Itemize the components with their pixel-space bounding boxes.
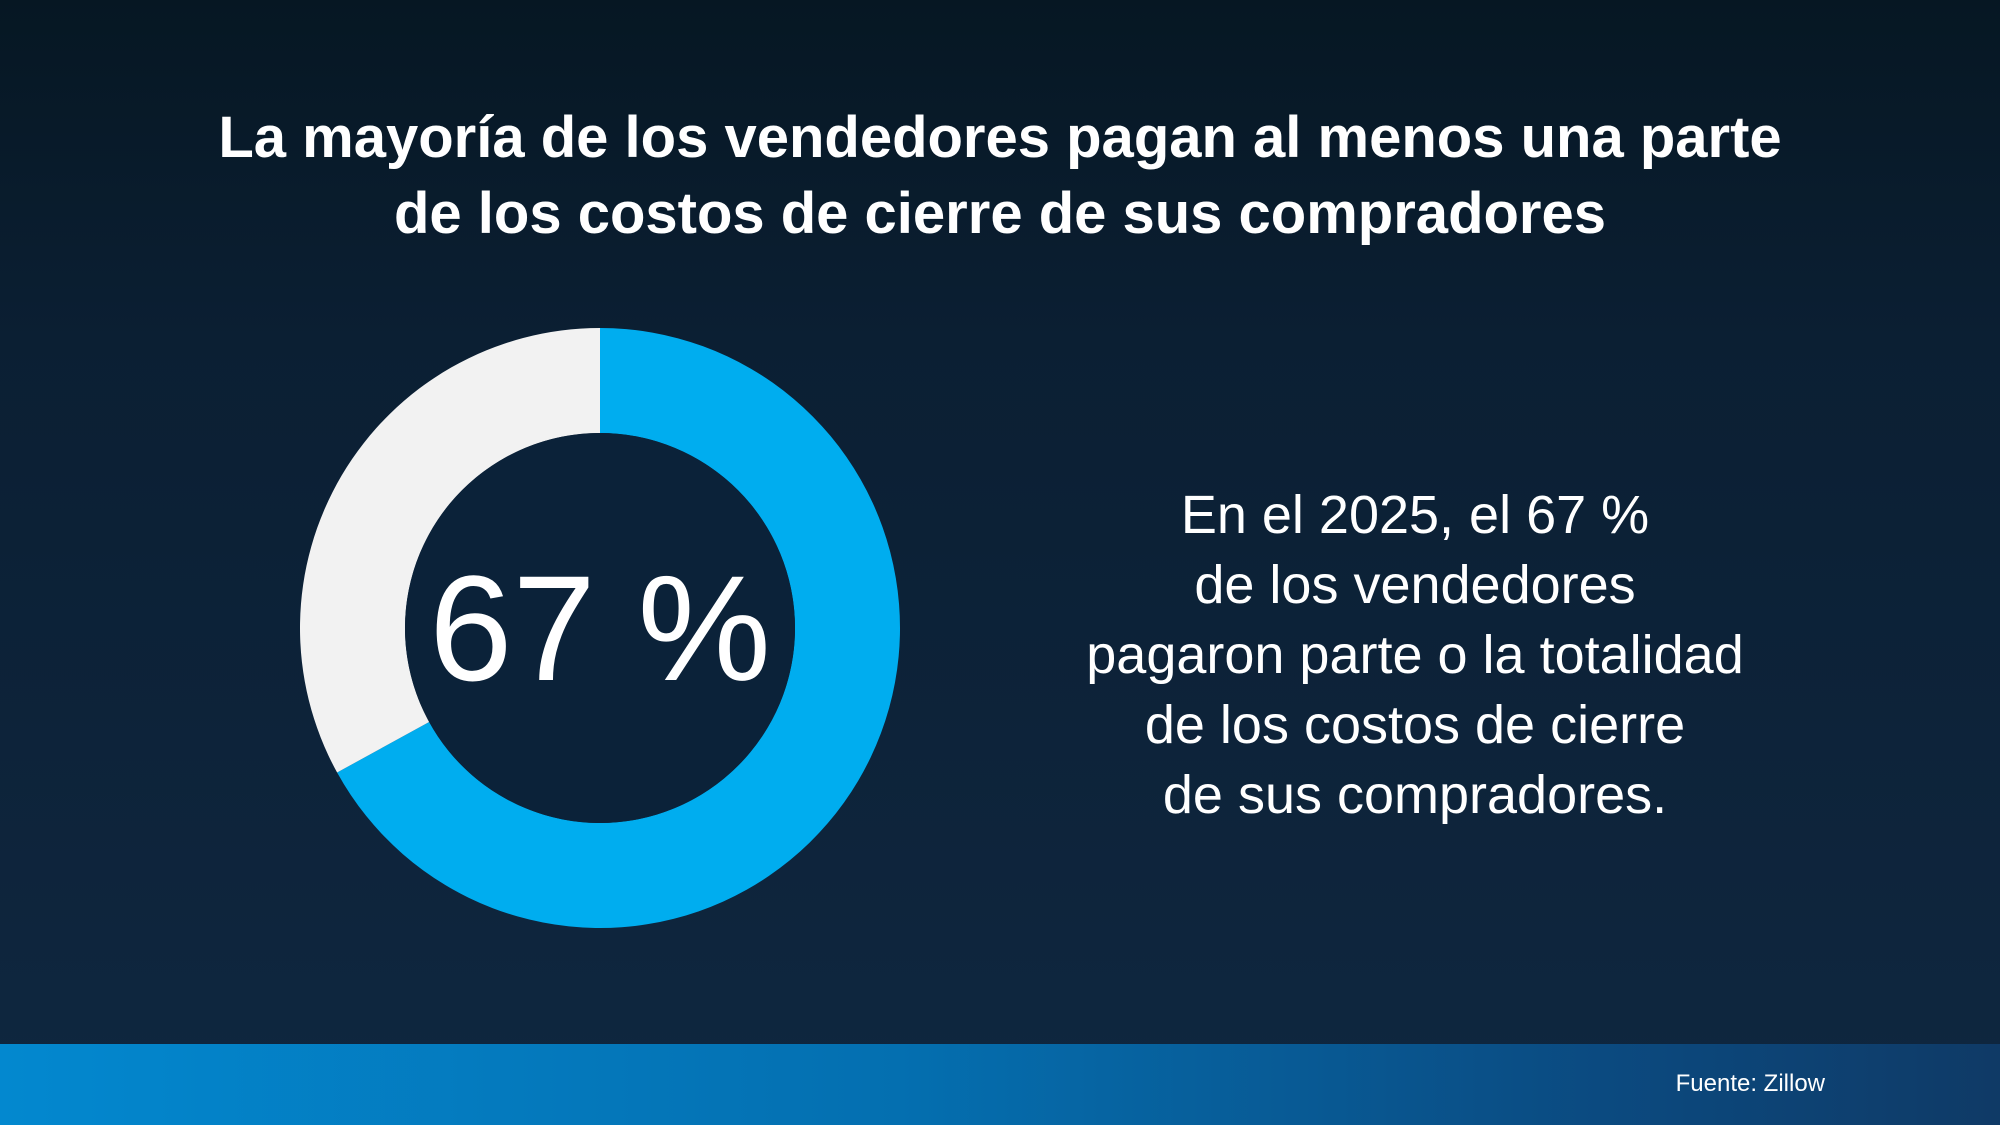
description-line-4: de los costos de cierre: [1144, 695, 1686, 755]
donut-chart: [300, 328, 900, 928]
donut-slice-primary: [337, 328, 900, 928]
description-line-3: pagaron parte o la totalidad: [1086, 625, 1744, 685]
donut-hole: [405, 433, 795, 823]
source-note: Fuente: Zillow: [1675, 1070, 1825, 1097]
description-line-1: En el 2025, el 67 %: [1180, 485, 1650, 545]
footer-bar: [0, 1044, 2000, 1125]
description-text: En el 2025, el 67 % de los vendedores pa…: [1000, 480, 1830, 830]
description-line-2: de los vendedores: [1194, 555, 1636, 615]
chart-title: La mayoría de los vendedores pagan al me…: [100, 100, 1900, 252]
description-line-5: de sus compradores.: [1162, 765, 1668, 825]
chart-title-line-1: La mayoría de los vendedores pagan al me…: [218, 105, 1782, 170]
donut-slice-remainder: [300, 328, 600, 773]
chart-title-line-2: de los costos de cierre de sus comprador…: [393, 181, 1607, 246]
